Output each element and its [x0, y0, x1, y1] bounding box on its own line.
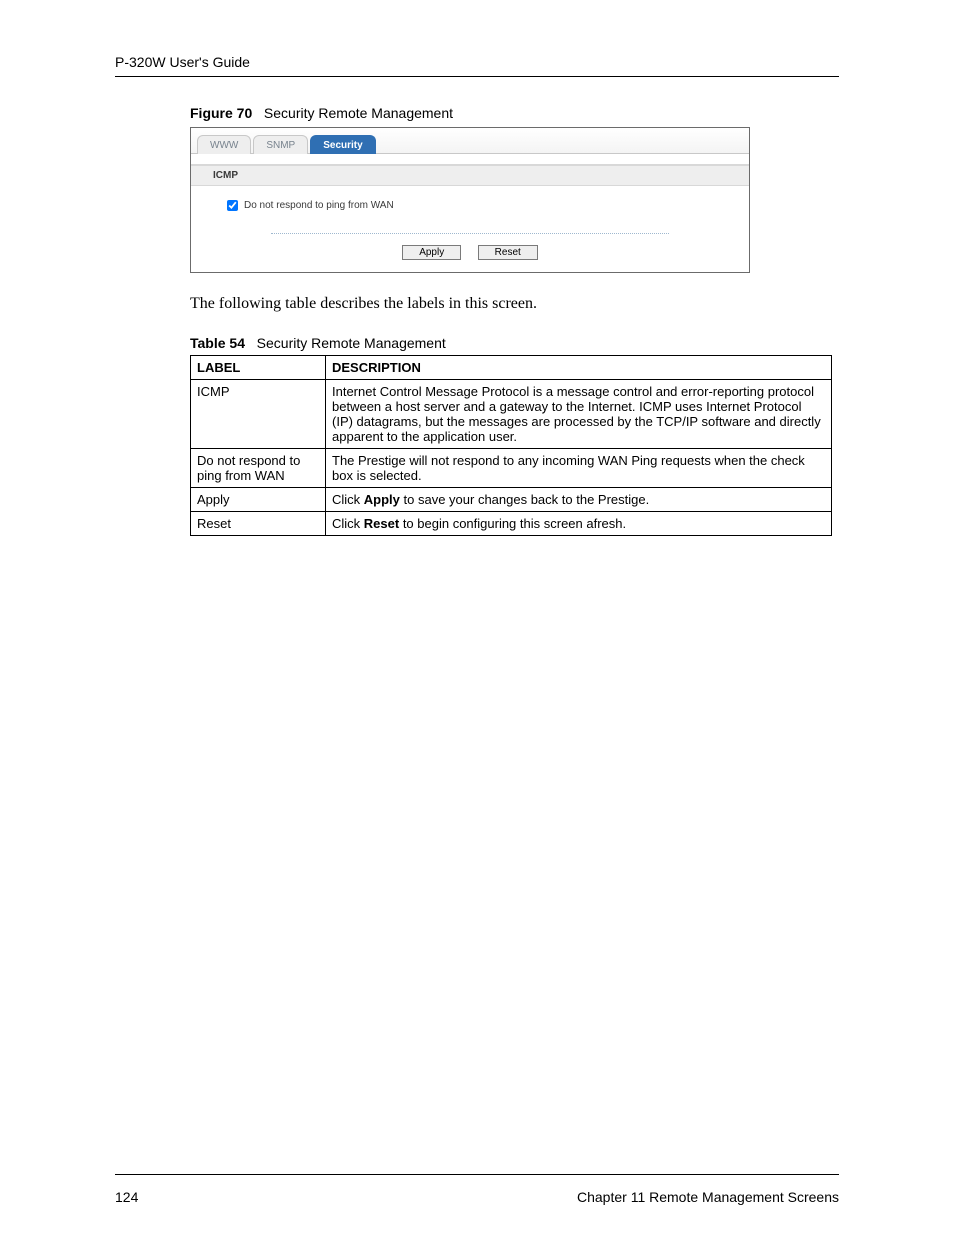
- table-header-label: LABEL: [191, 356, 326, 380]
- header-guide-title: P-320W User's Guide: [115, 54, 839, 70]
- table-header-row: LABEL DESCRIPTION: [191, 356, 832, 380]
- dotted-separator: [271, 233, 669, 234]
- table-cell-label: ICMP: [191, 380, 326, 449]
- table-row: ICMP Internet Control Message Protocol i…: [191, 380, 832, 449]
- table-row: Apply Click Apply to save your changes b…: [191, 488, 832, 512]
- tab-gap: [191, 154, 749, 165]
- checkbox-row-ping-wan[interactable]: Do not respond to ping from WAN: [227, 200, 727, 211]
- tab-strip: WWW SNMP Security: [191, 128, 749, 154]
- figure-caption: Figure 70 Security Remote Management: [190, 105, 839, 121]
- apply-button[interactable]: Apply: [402, 245, 461, 260]
- desc-text: Click: [332, 492, 364, 507]
- desc-text: Click: [332, 516, 364, 531]
- desc-bold: Reset: [364, 516, 399, 531]
- reset-button[interactable]: Reset: [478, 245, 538, 260]
- table-number: Table 54: [190, 335, 245, 351]
- table-header-description: DESCRIPTION: [326, 356, 832, 380]
- chapter-title: Chapter 11 Remote Management Screens: [577, 1189, 839, 1205]
- header-rule: [115, 76, 839, 77]
- footer-rule: [115, 1174, 839, 1175]
- table-row: Do not respond to ping from WAN The Pres…: [191, 449, 832, 488]
- table-title: Security Remote Management: [257, 335, 446, 351]
- figure-title: Security Remote Management: [264, 105, 453, 121]
- table-cell-desc: Click Apply to save your changes back to…: [326, 488, 832, 512]
- table-cell-label: Reset: [191, 512, 326, 536]
- figure-screenshot: WWW SNMP Security ICMP Do not respond to…: [190, 127, 750, 273]
- description-table: LABEL DESCRIPTION ICMP Internet Control …: [190, 355, 832, 536]
- footer: 124 Chapter 11 Remote Management Screens: [115, 1189, 839, 1205]
- checkbox-label: Do not respond to ping from WAN: [244, 200, 394, 211]
- page-number: 124: [115, 1189, 138, 1205]
- desc-bold: Apply: [364, 492, 400, 507]
- table-cell-label: Do not respond to ping from WAN: [191, 449, 326, 488]
- table-cell-label: Apply: [191, 488, 326, 512]
- checkbox-ping-wan[interactable]: [227, 200, 238, 211]
- desc-text: to save your changes back to the Prestig…: [400, 492, 649, 507]
- table-cell-desc: The Prestige will not respond to any inc…: [326, 449, 832, 488]
- figure-number: Figure 70: [190, 105, 252, 121]
- tab-security[interactable]: Security: [310, 135, 375, 154]
- table-cell-desc: Internet Control Message Protocol is a m…: [326, 380, 832, 449]
- table-row: Reset Click Reset to begin configuring t…: [191, 512, 832, 536]
- page: P-320W User's Guide Figure 70 Security R…: [0, 0, 954, 1235]
- section-body: Do not respond to ping from WAN: [191, 186, 749, 219]
- button-row: Apply Reset: [191, 240, 749, 272]
- tab-snmp[interactable]: SNMP: [253, 135, 308, 154]
- section-header-icmp: ICMP: [191, 165, 749, 186]
- body-paragraph: The following table describes the labels…: [190, 295, 839, 313]
- desc-text: to begin configuring this screen afresh.: [399, 516, 626, 531]
- table-caption: Table 54 Security Remote Management: [190, 335, 839, 351]
- table-cell-desc: Click Reset to begin configuring this sc…: [326, 512, 832, 536]
- tab-www[interactable]: WWW: [197, 135, 251, 154]
